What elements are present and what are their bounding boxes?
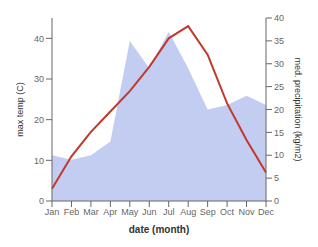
svg-text:Feb: Feb (64, 207, 80, 217)
svg-text:max temp (C): max temp (C) (15, 82, 25, 137)
svg-text:10: 10 (274, 150, 284, 160)
svg-text:0: 0 (274, 196, 279, 206)
svg-text:Apr: Apr (103, 207, 117, 217)
svg-text:Sep: Sep (200, 207, 216, 217)
svg-text:date (month): date (month) (129, 224, 190, 235)
svg-text:Jul: Jul (163, 207, 175, 217)
svg-text:Jun: Jun (142, 207, 157, 217)
svg-text:May: May (121, 207, 139, 217)
svg-text:5: 5 (274, 173, 279, 183)
svg-text:25: 25 (274, 82, 284, 92)
svg-text:40: 40 (274, 13, 284, 23)
svg-text:med. precipitation (kg/m2): med. precipitation (kg/m2) (293, 57, 303, 161)
svg-text:0: 0 (39, 196, 44, 206)
svg-text:Nov: Nov (239, 207, 256, 217)
svg-text:15: 15 (274, 128, 284, 138)
svg-text:40: 40 (34, 34, 44, 44)
svg-text:Mar: Mar (83, 207, 99, 217)
svg-text:30: 30 (274, 59, 284, 69)
svg-text:20: 20 (274, 105, 284, 115)
svg-text:20: 20 (34, 115, 44, 125)
svg-text:Jan: Jan (45, 207, 60, 217)
svg-text:Oct: Oct (220, 207, 235, 217)
svg-text:Dec: Dec (258, 207, 275, 217)
svg-text:Aug: Aug (180, 207, 196, 217)
svg-text:35: 35 (274, 36, 284, 46)
svg-text:30: 30 (34, 74, 44, 84)
svg-text:10: 10 (34, 156, 44, 166)
